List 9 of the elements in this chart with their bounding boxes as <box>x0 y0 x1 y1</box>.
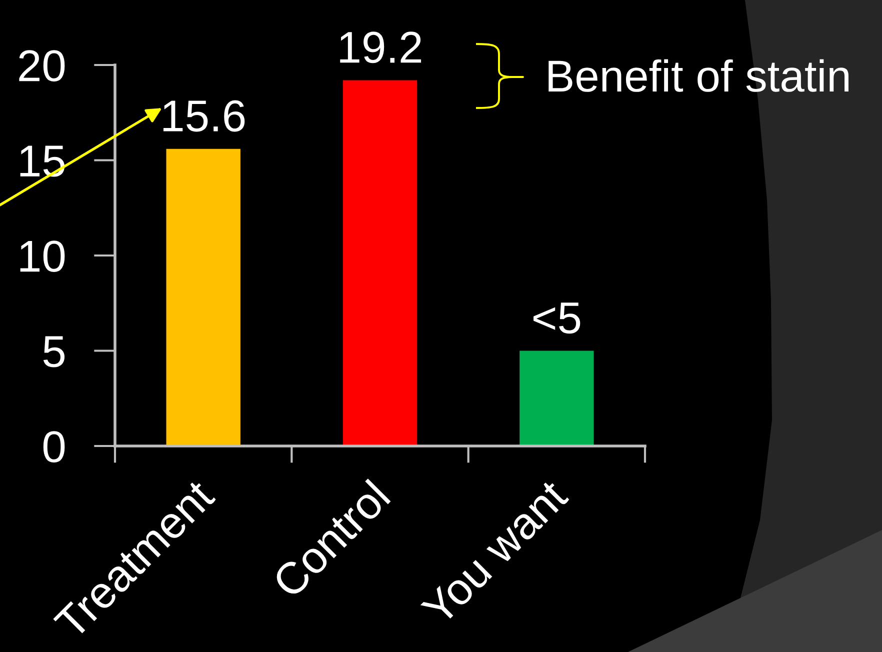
data-label: <5 <box>534 302 580 334</box>
y-tick-label: 10 <box>20 240 65 272</box>
y-tick-label: 15 <box>20 146 65 177</box>
y-tick-label: 20 <box>19 50 65 82</box>
data-label: 15.6 <box>163 100 245 132</box>
annotation: Benefit of statin <box>548 59 848 92</box>
y-tick-label: 0 <box>43 431 65 463</box>
y-tick-label: 5 <box>43 336 65 368</box>
data-label: 19.2 <box>340 32 422 64</box>
